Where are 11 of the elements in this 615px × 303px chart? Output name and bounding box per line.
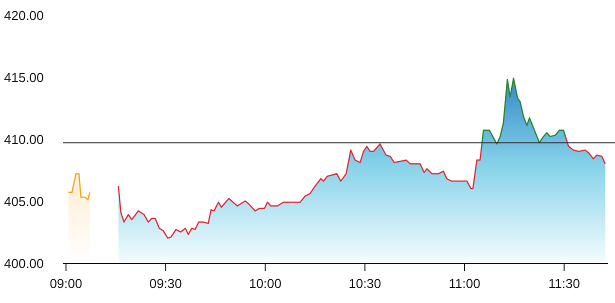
y-tick-label: 400.00 — [4, 256, 44, 271]
x-tick-label: 10:30 — [348, 276, 382, 291]
x-tick-label: 11:00 — [448, 276, 480, 291]
y-tick-label: 410.00 — [4, 132, 44, 147]
y-tick-label: 405.00 — [4, 194, 44, 209]
x-tick-label: 10:00 — [248, 276, 282, 291]
x-tick-label: 09:00 — [50, 276, 82, 291]
y-tick-label: 420.00 — [4, 8, 44, 23]
x-tick-label: 11:30 — [548, 276, 580, 291]
y-tick-label: 415.00 — [4, 70, 44, 85]
x-tick-label: 09:30 — [149, 276, 182, 291]
